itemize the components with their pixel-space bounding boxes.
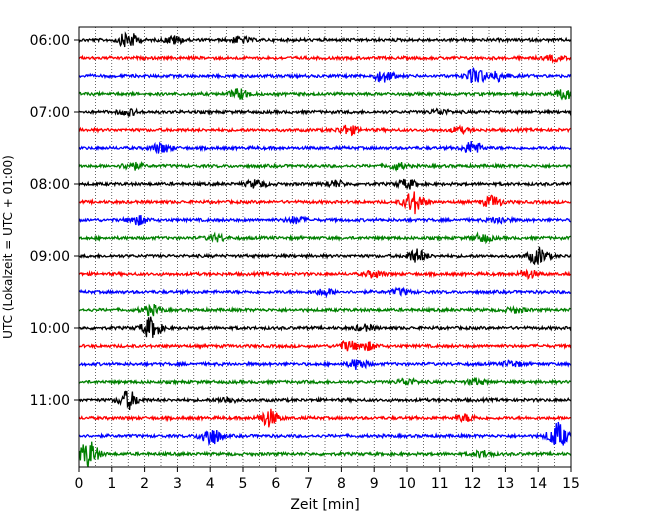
- x-tick-label: 10: [398, 476, 416, 492]
- x-tick-label: 13: [496, 476, 514, 492]
- x-tick-label: 7: [304, 476, 313, 492]
- y-tick-label: 09:00: [30, 249, 70, 265]
- trace-0600: [78, 31, 572, 48]
- x-tick-label: 15: [562, 476, 580, 492]
- x-axis: 0 1 2 3 4 5 6 7 8 9 10 11 12 13 14 15: [75, 467, 580, 492]
- x-tick-label: 12: [464, 476, 482, 492]
- trace-0945: [78, 303, 572, 317]
- trace-0630: [78, 67, 572, 84]
- y-axis-label: UTC (Lokalzeit = UTC + 01:00): [1, 155, 15, 339]
- plot-frame: [78, 26, 572, 468]
- x-tick-label: 5: [239, 476, 248, 492]
- trace-0930: [78, 286, 572, 299]
- x-tick-label: 8: [337, 476, 346, 492]
- x-tick-label: 4: [206, 476, 215, 492]
- trace-0830: [78, 214, 572, 226]
- trace-0845: [78, 231, 572, 245]
- trace-0615: [78, 53, 572, 64]
- trace-0915: [78, 268, 572, 281]
- trace-1045: [78, 376, 572, 387]
- x-tick-label: 3: [173, 476, 182, 492]
- x-tick-label: 6: [271, 476, 280, 492]
- trace-1115: [78, 408, 572, 428]
- trace-0730: [78, 141, 572, 155]
- y-tick-label: 08:00: [30, 177, 70, 193]
- x-tick-label: 9: [370, 476, 379, 492]
- x-axis-label: Zeit [min]: [290, 497, 359, 513]
- y-tick-label: 07:00: [30, 105, 70, 121]
- trace-0800: [78, 178, 572, 190]
- trace-0900: [78, 246, 572, 266]
- y-tick-label: 06:00: [30, 33, 70, 49]
- x-tick-label: 0: [75, 476, 84, 492]
- trace-0700: [78, 107, 572, 118]
- x-tick-label: 11: [431, 476, 449, 492]
- x-tick-label: 14: [529, 476, 547, 492]
- trace-0645: [78, 88, 572, 101]
- grid-lines: [95, 27, 555, 467]
- x-tick-label: 1: [107, 476, 116, 492]
- trace-1130: [78, 421, 572, 447]
- trace-0815: [78, 191, 572, 215]
- trace-1100: [78, 390, 572, 411]
- trace-1015: [78, 340, 572, 352]
- y-tick-label: 11:00: [30, 393, 70, 409]
- trace-1000: [78, 316, 572, 338]
- seismic-traces: [78, 31, 572, 468]
- x-tick-label: 2: [140, 476, 149, 492]
- trace-1030: [78, 359, 572, 371]
- trace-1145: [78, 441, 572, 468]
- trace-0745: [78, 160, 572, 172]
- y-tick-label: 10:00: [30, 321, 70, 337]
- trace-0715: [78, 124, 572, 137]
- y-axis: 06:00 07:00 08:00 09:00 10:00 11:00: [30, 33, 79, 409]
